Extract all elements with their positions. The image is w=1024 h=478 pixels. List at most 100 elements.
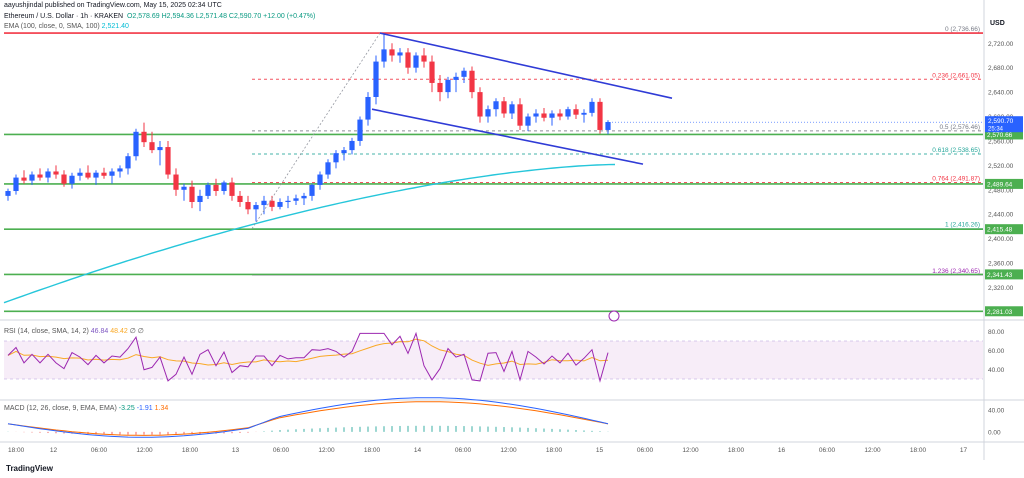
candle-body (189, 186, 195, 202)
candle-body (13, 177, 19, 192)
price-tick: 2,560.00 (988, 138, 1014, 145)
time-axis-label: 12:00 (318, 447, 335, 454)
candle-body (141, 131, 147, 143)
macd-tick: 0.00 (988, 429, 1001, 436)
time-axis-label: 13 (232, 447, 240, 454)
time-axis-label: 18:00 (546, 447, 563, 454)
time-axis-label: 06:00 (273, 447, 290, 454)
time-axis-label: 16 (778, 447, 786, 454)
ohlc-line: Ethereum / U.S. Dollar · 1h · KRAKEN O2,… (4, 13, 315, 20)
candle-body (517, 104, 523, 126)
publisher-line: aayushjindal published on TradingView.co… (4, 2, 222, 9)
candle-body (213, 184, 219, 192)
candle-body (437, 82, 443, 93)
candle-body (389, 49, 395, 56)
price-tick: 2,640.00 (988, 90, 1014, 97)
price-tick: 2,400.00 (988, 236, 1014, 243)
time-axis-label: 18:00 (910, 447, 927, 454)
candle-body (509, 104, 515, 114)
candle-body (493, 101, 499, 110)
fib-level-label: 0.236 (2,661.05) (932, 72, 980, 79)
rsi-legend: RSI (14, close, SMA, 14, 2) 46.84 48.42 … (4, 327, 144, 335)
candle-body (37, 174, 43, 178)
candle-body (349, 140, 355, 151)
candle-body (373, 61, 379, 97)
candle-body (309, 184, 315, 196)
candle-body (453, 76, 459, 80)
time-axis-label: 06:00 (91, 447, 108, 454)
ema-legend: EMA (100, close, 0, SMA, 100) 2,521.40 (4, 23, 129, 30)
candle-body (325, 162, 331, 175)
ema-value: 2,521.40 (101, 23, 129, 30)
candle-body (549, 113, 555, 118)
time-axis-label: 12:00 (136, 447, 153, 454)
candle-body (557, 113, 563, 117)
rsi-band (4, 341, 983, 379)
support-price-tag-text: 2,341.43 (987, 272, 1013, 279)
fib-trend-line (251, 32, 381, 229)
time-axis-label: 17 (960, 447, 968, 454)
candle-body (533, 113, 539, 117)
candle-body (461, 70, 467, 77)
tradingview-logo[interactable]: TradingView (6, 464, 53, 473)
candle-body (101, 172, 107, 176)
rsi-sma-value: 48.42 (110, 328, 128, 335)
time-axis-label: 12:00 (500, 447, 517, 454)
candle-body (61, 174, 67, 184)
candle-body (221, 182, 227, 192)
currency-label: USD (990, 20, 1005, 27)
ohlc-values: O2,578.69 H2,594.36 L2,571.48 C2,590.70 … (126, 13, 316, 20)
candle-body (69, 175, 75, 184)
candle-body (45, 171, 51, 178)
candle-body (581, 112, 587, 115)
macd-signal-value: 1.34 (154, 405, 169, 412)
candle-body (77, 172, 83, 176)
rsi-tick: 60.00 (988, 348, 1005, 355)
support-price-tag (985, 129, 1023, 140)
candle-body (285, 200, 291, 202)
fib-level-label: 0.764 (2,491.87) (932, 176, 980, 183)
macd-value: -1.91 (136, 405, 153, 412)
candle-body (181, 186, 187, 190)
candle-body (333, 153, 339, 163)
chart-header: aayushjindal published on TradingView.co… (4, 2, 222, 9)
rsi-extra: ∅ ∅ (129, 328, 144, 335)
time-axis-label: 06:00 (819, 447, 836, 454)
price-tick: 2,720.00 (988, 41, 1014, 48)
time-axis-label: 06:00 (455, 447, 472, 454)
candle-body (605, 122, 611, 130)
support-price-tag (985, 178, 1023, 189)
fib-level-label: 0.5 (2,576.46) (940, 124, 980, 131)
candle-body (21, 177, 27, 181)
ema-100-line (3, 163, 616, 304)
support-price-tag-text: 2,570.66 (987, 132, 1013, 139)
time-axis-label: 15 (596, 447, 604, 454)
support-price-tag-text: 2,281.03 (987, 309, 1013, 316)
symbol-line: Ethereum / U.S. Dollar · 1h · KRAKEN (4, 13, 124, 20)
candle-body (117, 168, 123, 172)
candle-body (501, 101, 507, 114)
candle-body (397, 52, 403, 56)
support-price-tag-text: 2,489.64 (987, 181, 1013, 188)
candle-body (589, 101, 595, 113)
channel-lower-line (371, 108, 644, 165)
time-axis-label: 18:00 (728, 447, 745, 454)
time-axis-label: 18:00 (182, 447, 199, 454)
candle-body (469, 70, 475, 93)
candle-body (413, 55, 419, 68)
macd-tick: 40.00 (988, 408, 1005, 415)
candle-body (125, 156, 131, 169)
fib-level-label: 1.236 (2,340.65) (932, 268, 980, 275)
rsi-legend-label: RSI (14, close, SMA, 14, 2) (4, 328, 89, 335)
channel-upper-line (379, 32, 673, 99)
candle-body (421, 55, 427, 62)
candle-body (53, 171, 59, 175)
candle-body (93, 172, 99, 178)
macd-legend-label: MACD (12, 26, close, 9, EMA, EMA) (4, 405, 117, 412)
candle-body (405, 52, 411, 68)
macd-hist-value: -3.25 (118, 405, 135, 412)
candle-body (485, 109, 491, 117)
countdown-text: 25:34 (988, 127, 1004, 133)
macd-signal-line (7, 401, 609, 436)
